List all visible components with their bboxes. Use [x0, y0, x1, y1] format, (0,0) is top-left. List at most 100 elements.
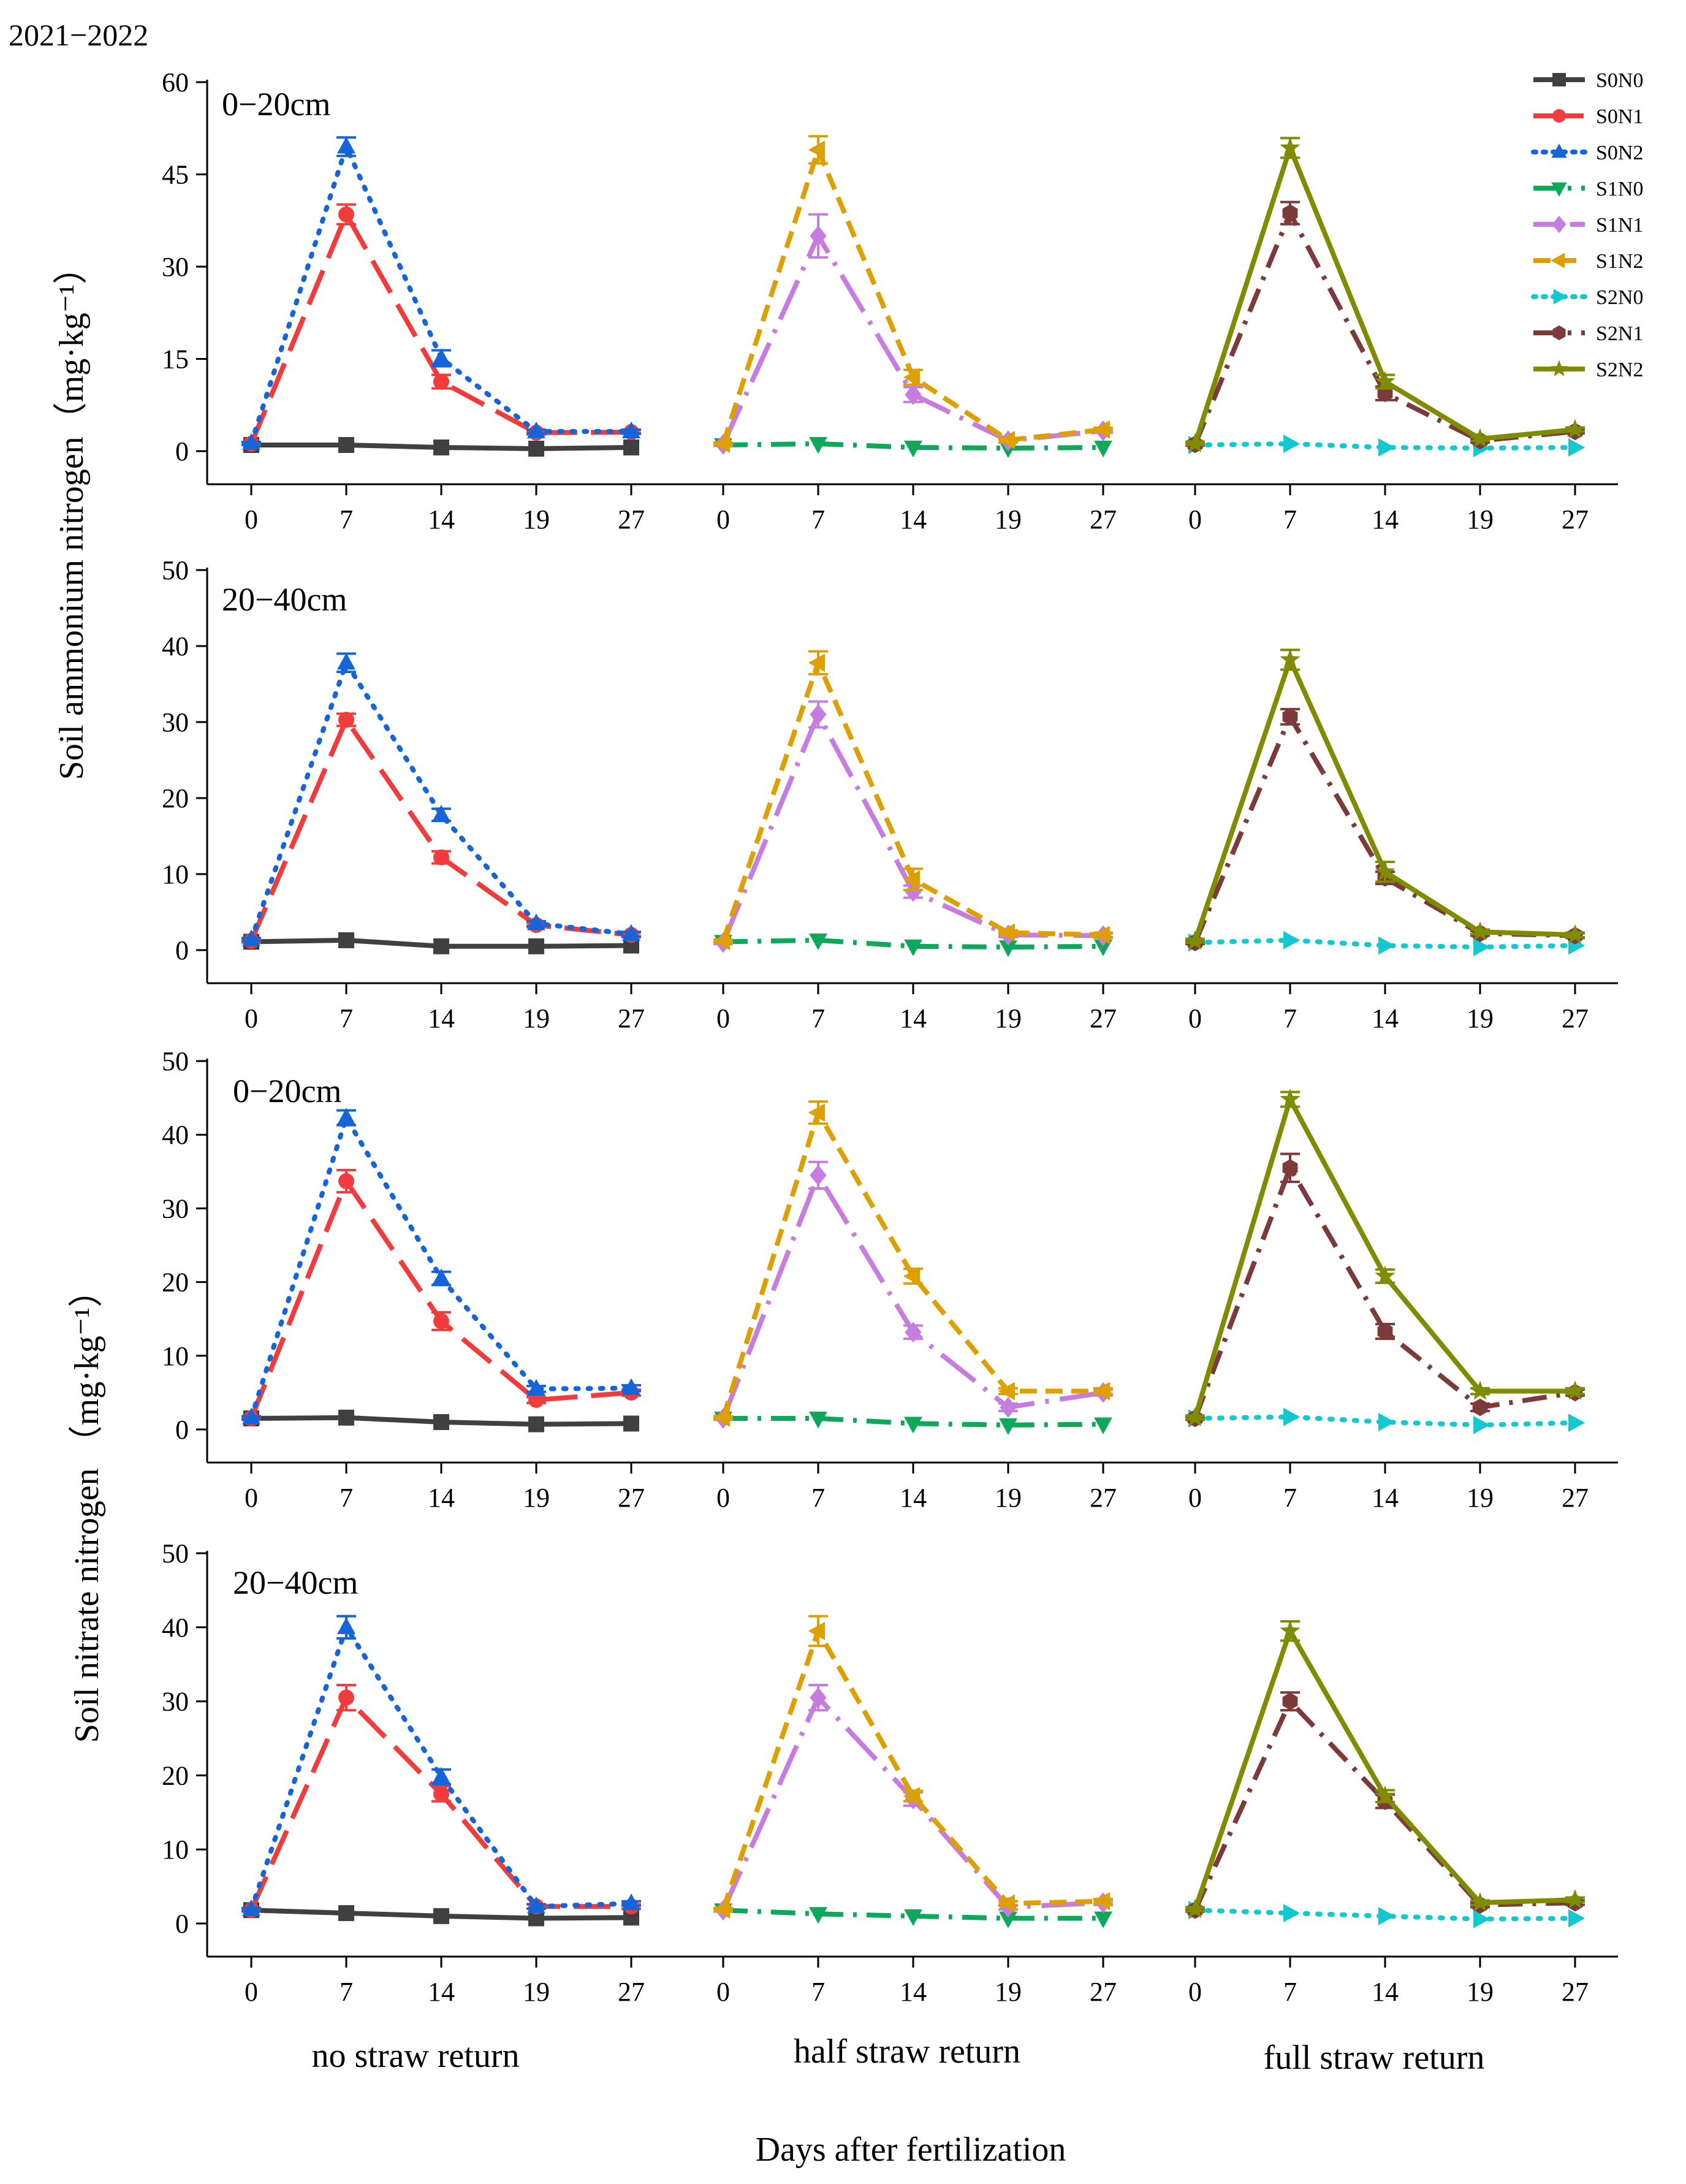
- legend-label-S0N0: S0N0: [1596, 69, 1643, 92]
- y-tick-label: 60: [162, 67, 189, 97]
- series-line-S1N2: [721, 1628, 1104, 1911]
- data-point-S0N2: [432, 348, 450, 365]
- y-tick-label: 30: [162, 252, 189, 282]
- legend-marker-S0N2: [1551, 143, 1567, 158]
- x-tick-label: 14: [428, 1003, 455, 1033]
- data-point-S0N2: [337, 137, 355, 154]
- x-tick-label: 7: [340, 1977, 353, 2007]
- x-tick-label: 7: [340, 1003, 353, 1033]
- series-S2N2: [1185, 1620, 1585, 1919]
- x-tick-label: 14: [1372, 1977, 1399, 2007]
- data-point-S0N2: [527, 421, 545, 438]
- series-S1N1: [713, 700, 1113, 953]
- series-line-S2N2: [1193, 1628, 1576, 1911]
- data-point-S2N2: [1565, 924, 1585, 944]
- x-tick-label: 0: [1188, 1003, 1202, 1033]
- x-tick-label: 7: [811, 1483, 825, 1513]
- series-line-S2N0: [1193, 1908, 1578, 1922]
- data-point-S2N1: [1282, 1159, 1298, 1177]
- data-point-S1N2: [808, 653, 826, 672]
- series-line-S1N0: [723, 1415, 1104, 1428]
- x-tick-label: 27: [1562, 504, 1589, 535]
- data-point-S2N2: [1470, 921, 1490, 941]
- series-S2N0: [1188, 1901, 1585, 1928]
- series-line-S0N2: [249, 1115, 634, 1420]
- data-point-S1N2: [998, 1894, 1016, 1913]
- x-tick-label: 27: [1562, 1483, 1589, 1513]
- x-tick-label: 0: [1188, 1977, 1202, 2007]
- data-point-S0N1: [338, 206, 354, 223]
- data-point-S0N0: [338, 1409, 354, 1426]
- data-point-S0N2: [432, 1268, 450, 1285]
- data-point-S0N0: [623, 1415, 639, 1432]
- data-point-S2N0: [1283, 930, 1301, 949]
- data-point-S0N0: [528, 1416, 544, 1433]
- data-point-S0N2: [432, 805, 450, 822]
- series-line-S1N2: [721, 1110, 1103, 1418]
- data-point-S0N0: [623, 439, 639, 455]
- panel-depth-label: 0−20cm: [222, 86, 330, 123]
- x-tick-label: 19: [995, 1003, 1022, 1033]
- y-axis-title-ammonium: Soil ammonium nitrogen（mg·kg⁻¹）: [53, 250, 91, 780]
- data-point-S1N2: [713, 1408, 731, 1427]
- data-point-S2N2: [1375, 1785, 1396, 1805]
- y-tick-label: 0: [175, 436, 189, 466]
- data-point-S1N2: [1093, 926, 1111, 945]
- series-S1N1: [713, 1684, 1113, 1921]
- series-line-S0N1: [249, 211, 632, 445]
- series-S1N2: [713, 1100, 1113, 1427]
- x-tick-label: 7: [1283, 1003, 1297, 1033]
- data-point-S0N2: [622, 924, 640, 942]
- series-S2N2: [1185, 1088, 1585, 1426]
- data-point-S2N0: [1473, 1909, 1490, 1928]
- data-point-S1N2: [903, 1267, 921, 1285]
- x-tick-label: 7: [340, 1483, 353, 1513]
- legend-label-S0N1: S0N1: [1596, 105, 1643, 128]
- panel-depth-label: 0−20cm: [233, 1073, 341, 1109]
- data-point-S0N1: [338, 1689, 354, 1706]
- x-tick-label: 27: [618, 1483, 645, 1513]
- x-tick-label: 19: [995, 1483, 1022, 1513]
- group-label-half-straw: half straw return: [794, 2033, 1020, 2071]
- x-tick-label: 19: [523, 1003, 550, 1033]
- data-point-S1N0: [904, 1417, 922, 1434]
- series-S1N2: [713, 1615, 1113, 1919]
- x-tick-label: 14: [1372, 1483, 1399, 1513]
- data-point-S0N1: [338, 1173, 354, 1189]
- data-point-S0N2: [527, 1896, 545, 1914]
- x-tick-label: 0: [716, 1003, 730, 1033]
- data-point-S2N0: [1378, 438, 1396, 457]
- x-tick-label: 14: [1372, 1003, 1399, 1033]
- data-point-S1N1: [810, 1687, 827, 1708]
- legend-label-S1N0: S1N0: [1596, 178, 1643, 200]
- data-point-S2N1: [1282, 1692, 1298, 1710]
- data-point-S2N0: [1473, 1415, 1490, 1434]
- series-line-S0N2: [249, 1624, 634, 1912]
- series-line-S0N1: [249, 1178, 632, 1420]
- data-point-S0N0: [433, 1414, 449, 1430]
- data-point-S1N2: [998, 923, 1016, 942]
- data-point-S0N1: [528, 1391, 544, 1408]
- y-tick-label: 20: [162, 1268, 189, 1298]
- x-tick-label: 7: [811, 1003, 825, 1033]
- series-S2N1: [1185, 200, 1585, 454]
- x-tick-label: 19: [1467, 1483, 1494, 1513]
- x-tick-label: 0: [716, 504, 730, 535]
- series-line-S1N1: [721, 1173, 1104, 1420]
- data-point-S1N2: [713, 932, 731, 951]
- series-S0N0: [243, 932, 639, 954]
- data-point-S2N0: [1283, 1407, 1301, 1426]
- data-point-S1N0: [999, 1911, 1017, 1928]
- legend-item-S0N1: S0N1: [1533, 105, 1643, 128]
- data-point-S1N0: [904, 1909, 922, 1927]
- x-tick-label: 27: [1090, 1003, 1117, 1033]
- legend-marker-S2N2: [1550, 360, 1568, 377]
- series-S2N2: [1185, 137, 1585, 453]
- data-point-S2N2: [1470, 1380, 1490, 1400]
- data-point-S1N0: [904, 939, 922, 957]
- legend-label-S1N2: S1N2: [1596, 250, 1643, 273]
- data-point-S2N1: [1472, 1398, 1488, 1417]
- legend-label-S2N0: S2N0: [1596, 286, 1643, 309]
- y-tick-label: 45: [162, 160, 189, 190]
- data-point-S1N0: [809, 933, 827, 951]
